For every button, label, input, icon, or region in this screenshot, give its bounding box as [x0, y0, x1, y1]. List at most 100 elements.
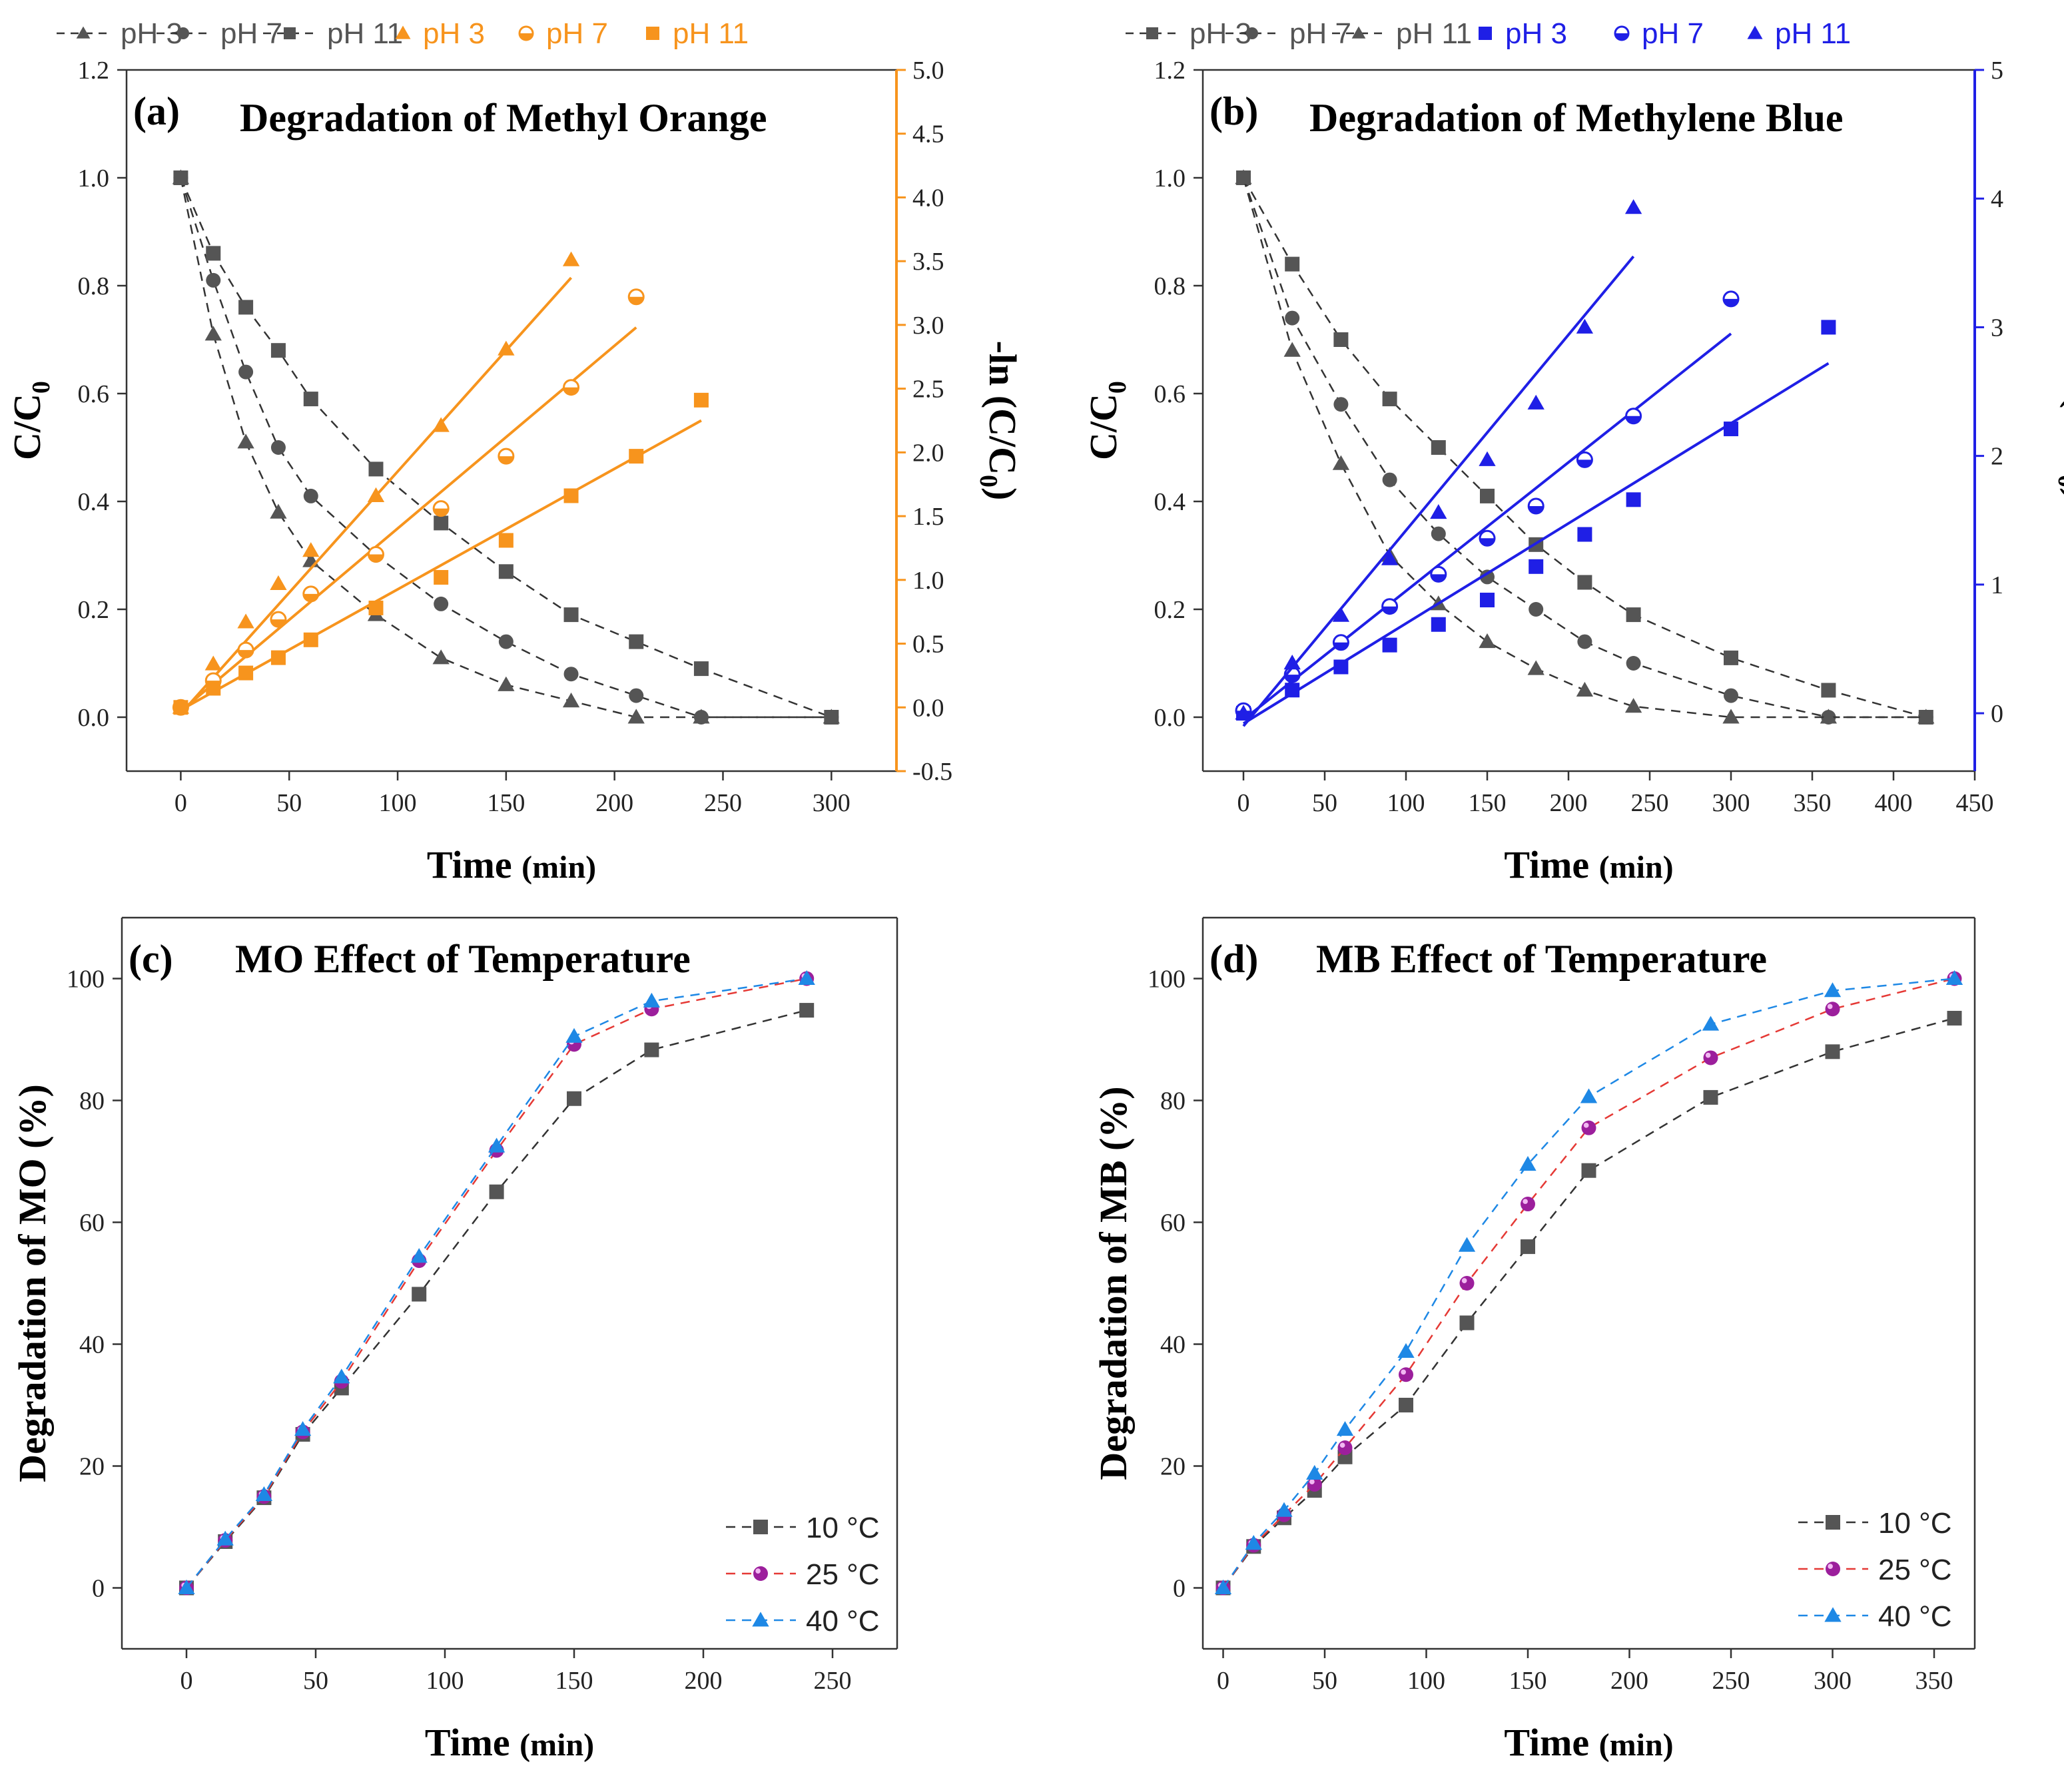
data-point — [1480, 593, 1495, 608]
data-point-shape — [270, 503, 287, 519]
data-point — [1703, 1050, 1718, 1065]
data-point-shape — [368, 600, 384, 615]
data-point-shape — [563, 607, 579, 623]
data-point-shape — [1382, 637, 1397, 653]
series-b-3 — [1236, 320, 1836, 725]
data-point — [178, 1579, 195, 1594]
legend-marker — [1146, 27, 1158, 39]
data-point-shape — [237, 613, 254, 629]
data-point-shape — [1431, 440, 1446, 455]
data-point — [1381, 550, 1399, 565]
y-tick-label: 0.2 — [78, 596, 110, 624]
y-tick-label: 0.8 — [1154, 272, 1186, 300]
data-point-shape — [434, 569, 449, 585]
data-point — [1702, 1016, 1720, 1031]
y2-tick-label: -0.5 — [912, 758, 952, 786]
data-point-shape — [498, 533, 514, 548]
series-line — [186, 978, 807, 1589]
data-point — [1459, 1315, 1475, 1331]
data-point — [824, 710, 839, 725]
data-point — [498, 676, 515, 691]
y-tick-label: 40 — [79, 1331, 105, 1359]
data-point-half — [434, 508, 449, 516]
data-point — [629, 634, 644, 649]
data-point-shape — [643, 992, 661, 1008]
legend-marker — [76, 26, 91, 39]
data-point-shape — [303, 632, 318, 647]
data-point-shape — [1399, 1367, 1413, 1382]
data-point — [237, 613, 254, 629]
data-point-shape — [1624, 698, 1642, 713]
data-point-shape — [1703, 1050, 1718, 1065]
y2-tick-label: 4 — [1991, 185, 2003, 213]
legend-marker-shape — [1747, 25, 1763, 39]
data-point — [693, 661, 709, 677]
series-d-2 — [1214, 970, 1963, 1594]
legend-marker — [753, 1520, 768, 1534]
x-tick-label: 200 — [685, 1667, 723, 1695]
data-point-shape — [303, 488, 318, 503]
data-point — [563, 379, 580, 396]
data-point — [1235, 169, 1252, 184]
data-point — [488, 1137, 506, 1153]
data-point — [333, 1368, 350, 1384]
data-point — [563, 667, 579, 682]
data-point — [1332, 607, 1350, 622]
x-tick-label: 50 — [1312, 1667, 1337, 1695]
data-point — [498, 564, 514, 579]
data-point — [565, 1028, 583, 1043]
data-point-shape — [567, 1091, 581, 1106]
y-tick-label: 0.4 — [1154, 488, 1186, 516]
panel-title: MB Effect of Temperature — [1316, 937, 1767, 981]
data-point-shape — [1577, 527, 1592, 542]
x-axis-label-unit: (min) — [1599, 1727, 1674, 1763]
series-line — [180, 177, 832, 719]
series-c-2 — [178, 970, 815, 1594]
data-point — [1285, 310, 1300, 326]
data-point — [255, 1486, 273, 1501]
data-point-half — [498, 456, 514, 464]
data-point — [1624, 698, 1642, 713]
series-a-3 — [172, 251, 580, 715]
legend-label: 10 °C — [1878, 1507, 1952, 1540]
data-point-shape — [1626, 492, 1641, 507]
y-axis-label-sub: 0 — [27, 381, 55, 394]
data-point-shape — [627, 709, 645, 724]
y2-axis-label-sub: 0 — [2053, 475, 2064, 487]
data-point — [1527, 660, 1545, 675]
data-point-shine — [1309, 1479, 1315, 1484]
data-point — [367, 546, 384, 563]
data-point — [1399, 1367, 1413, 1382]
data-point — [1285, 683, 1300, 698]
data-point-shape — [1285, 310, 1300, 326]
legend-marker-shape — [1479, 27, 1492, 40]
data-point — [498, 448, 515, 465]
x-tick-label: 0 — [174, 789, 187, 817]
y-tick-label: 1.0 — [78, 164, 110, 192]
x-tick-label: 200 — [1550, 789, 1588, 817]
y2-tick-label: 3.0 — [912, 312, 944, 340]
legend-marker-shape — [1826, 1562, 1840, 1576]
data-point-shape — [1245, 1535, 1262, 1550]
legend: pH 3 pH 7 pH 11 pH 3 pH 7 pH 11 — [57, 17, 749, 50]
data-point — [1521, 1239, 1535, 1255]
data-point — [238, 364, 254, 380]
x-axis-label-unit: (min) — [1599, 850, 1674, 885]
data-point — [173, 700, 188, 715]
data-point — [432, 649, 450, 665]
legend-marker-half — [519, 33, 533, 40]
data-point — [367, 487, 385, 502]
data-point-shape — [294, 1420, 312, 1436]
data-point — [1821, 683, 1836, 698]
data-point-shape — [498, 676, 515, 691]
data-point-shape — [410, 1248, 428, 1263]
data-point — [270, 343, 286, 358]
data-point — [1458, 1237, 1476, 1252]
data-point-shape — [238, 364, 254, 380]
fit-line — [1242, 332, 1732, 721]
y-tick-label: 0.8 — [78, 272, 110, 300]
legend-marker — [752, 1612, 769, 1627]
legend-marker-shine — [1828, 1564, 1833, 1569]
y-tick-label: 20 — [79, 1453, 105, 1481]
data-point-shape — [1397, 1343, 1415, 1358]
